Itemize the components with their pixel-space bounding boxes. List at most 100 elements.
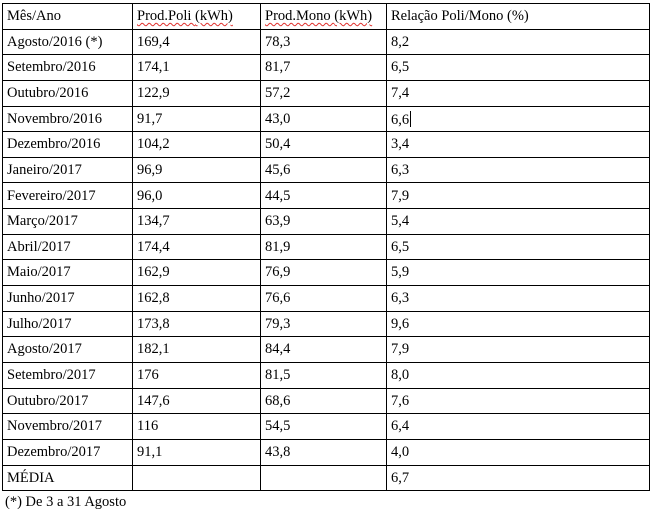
cell-month[interactable]: Setembro/2017 (2, 361, 133, 389)
cell-poli[interactable]: 174,4 (132, 233, 261, 261)
cell-month[interactable]: Outubro/2016 (2, 79, 133, 107)
cell-ratio[interactable]: 6,4 (386, 413, 650, 440)
cell-month[interactable]: Abril/2017 (2, 233, 133, 261)
cell-month[interactable]: Fevereiro/2017 (2, 182, 133, 210)
cell-month-value: Novembro/2016 (7, 110, 103, 127)
cell-ratio[interactable]: 6,5 (386, 54, 650, 81)
cell-month[interactable]: Novembro/2016 (2, 105, 133, 133)
cell-mono[interactable]: 79,3 (260, 310, 387, 338)
summary-ratio[interactable]: 6,7 (386, 464, 650, 492)
cell-mono[interactable]: 81,5 (260, 361, 387, 389)
header-mono[interactable]: Prod.Mono (kWh) (260, 3, 387, 30)
cell-ratio[interactable]: 4,0 (386, 438, 650, 466)
cell-mono[interactable]: 54,5 (260, 413, 387, 440)
cell-ratio[interactable]: 9,6 (386, 310, 650, 338)
cell-ratio-value: 6,4 (391, 418, 410, 435)
cell-month[interactable]: Outubro/2017 (2, 387, 133, 415)
cell-poli[interactable]: 176 (132, 361, 261, 389)
header-poli[interactable]: Prod.Poli (kWh) (132, 3, 261, 30)
cell-month[interactable]: Março/2017 (2, 208, 133, 235)
cell-mono[interactable]: 76,9 (260, 259, 387, 287)
cell-ratio[interactable]: 7,9 (386, 182, 650, 210)
cell-poli[interactable]: 96,0 (132, 182, 261, 210)
cell-poli[interactable]: 104,2 (132, 131, 261, 158)
cell-mono-value: 63,9 (265, 213, 291, 230)
cell-ratio[interactable]: 5,4 (386, 208, 650, 235)
cell-mono[interactable]: 63,9 (260, 208, 387, 235)
table-row: Setembro/2016 174,1 81,7 6,5 (2, 54, 650, 81)
cell-ratio-value: 5,9 (391, 264, 410, 281)
cell-poli[interactable]: 91,7 (132, 105, 261, 133)
cell-month[interactable]: Julho/2017 (2, 310, 133, 338)
cell-mono[interactable]: 43,0 (260, 105, 387, 133)
cell-poli-value: 162,8 (137, 290, 170, 307)
cell-poli[interactable]: 116 (132, 413, 261, 440)
cell-ratio[interactable]: 3,4 (386, 131, 650, 158)
cell-ratio-value: 6,3 (391, 290, 410, 307)
cell-poli-value: 176 (137, 367, 159, 384)
cell-poli[interactable]: 174,1 (132, 54, 261, 81)
cell-ratio[interactable]: 6,3 (386, 156, 650, 184)
cell-ratio[interactable]: 6,6 (386, 105, 650, 133)
cell-ratio[interactable]: 5,9 (386, 259, 650, 287)
cell-mono[interactable]: 78,3 (260, 28, 387, 56)
cell-mono[interactable]: 43,8 (260, 438, 387, 466)
cell-poli[interactable]: 182,1 (132, 336, 261, 363)
cell-mono[interactable]: 84,4 (260, 336, 387, 363)
cell-month[interactable]: Agosto/2016 (*) (2, 28, 133, 56)
table-row: Dezembro/2017 91,1 43,8 4,0 (2, 438, 650, 466)
cell-ratio[interactable]: 7,4 (386, 79, 650, 107)
cell-mono[interactable]: 68,6 (260, 387, 387, 415)
summary-mono[interactable] (260, 464, 387, 492)
cell-poli[interactable]: 169,4 (132, 28, 261, 56)
cell-mono[interactable]: 81,7 (260, 54, 387, 81)
cell-poli-value: 174,4 (137, 238, 170, 255)
cell-poli[interactable]: 162,9 (132, 259, 261, 287)
summary-ratio-value: 6,7 (391, 469, 410, 486)
cell-month[interactable]: Junho/2017 (2, 285, 133, 312)
cell-poli[interactable]: 91,1 (132, 438, 261, 466)
cell-poli[interactable]: 96,9 (132, 156, 261, 184)
cell-month[interactable]: Janeiro/2017 (2, 156, 133, 184)
cell-ratio[interactable]: 6,3 (386, 285, 650, 312)
cell-mono-value: 43,8 (265, 443, 291, 460)
header-month[interactable]: Mês/Ano (2, 3, 133, 30)
cell-month-value: Dezembro/2016 (7, 136, 101, 153)
cell-ratio-value: 4,0 (391, 443, 410, 460)
cell-poli[interactable]: 147,6 (132, 387, 261, 415)
cell-month-value: Março/2017 (7, 213, 78, 230)
header-ratio[interactable]: Relação Poli/Mono (%) (386, 3, 650, 30)
cell-mono[interactable]: 44,5 (260, 182, 387, 210)
cell-ratio[interactable]: 8,0 (386, 361, 650, 389)
cell-mono-value: 50,4 (265, 136, 291, 153)
cell-month[interactable]: Novembro/2017 (2, 413, 133, 440)
cell-month[interactable]: Maio/2017 (2, 259, 133, 287)
cell-mono[interactable]: 45,6 (260, 156, 387, 184)
cell-mono[interactable]: 81,9 (260, 233, 387, 261)
cell-ratio-value: 9,6 (391, 315, 410, 332)
cell-mono[interactable]: 50,4 (260, 131, 387, 158)
cell-month[interactable]: Dezembro/2017 (2, 438, 133, 466)
cell-ratio[interactable]: 6,5 (386, 233, 650, 261)
cell-month[interactable]: Setembro/2016 (2, 54, 133, 81)
cell-month[interactable]: Dezembro/2016 (2, 131, 133, 158)
production-table: Mês/Ano Prod.Poli (kWh) Prod.Mono (kWh) … (2, 3, 650, 492)
cell-poli-value: 104,2 (137, 136, 170, 153)
cell-month[interactable]: Agosto/2017 (2, 336, 133, 363)
cell-poli[interactable]: 134,7 (132, 208, 261, 235)
cell-mono[interactable]: 57,2 (260, 79, 387, 107)
cell-poli[interactable]: 162,8 (132, 285, 261, 312)
cell-poli[interactable]: 122,9 (132, 79, 261, 107)
cell-ratio[interactable]: 7,9 (386, 336, 650, 363)
cell-ratio[interactable]: 7,6 (386, 387, 650, 415)
cell-ratio[interactable]: 8,2 (386, 28, 650, 56)
cell-mono-value: 76,9 (265, 264, 291, 281)
cell-poli[interactable]: 173,8 (132, 310, 261, 338)
cell-ratio-value: 6,6 (391, 111, 410, 128)
summary-poli[interactable] (132, 464, 261, 492)
cell-ratio-value: 3,4 (391, 136, 410, 153)
cell-mono-value: 81,9 (265, 238, 291, 255)
cell-mono-value: 78,3 (265, 33, 291, 50)
cell-mono[interactable]: 76,6 (260, 285, 387, 312)
summary-label[interactable]: MÉDIA (2, 464, 133, 492)
